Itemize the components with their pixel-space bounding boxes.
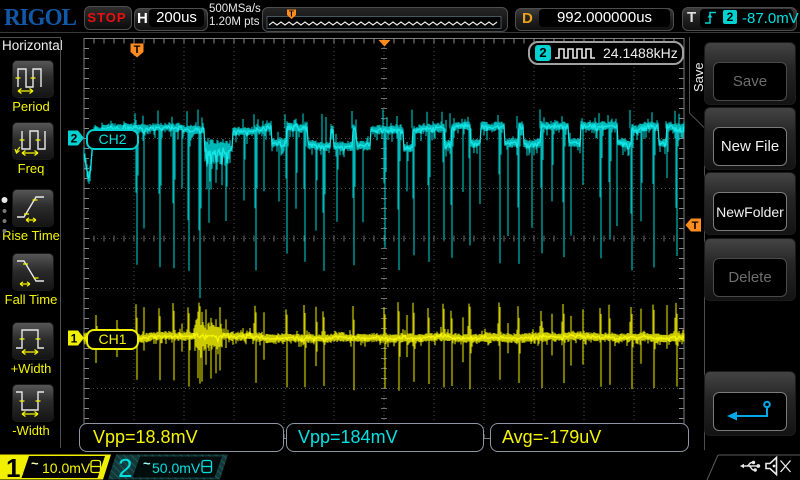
svg-text:10.0mV: 10.0mV bbox=[42, 460, 91, 476]
svg-text:50.0mV: 50.0mV bbox=[152, 460, 201, 476]
svg-text:~: ~ bbox=[31, 456, 39, 471]
svg-text:T: T bbox=[692, 220, 699, 232]
svg-text:T: T bbox=[134, 44, 141, 56]
svg-text:2: 2 bbox=[118, 453, 132, 480]
svg-text:2: 2 bbox=[71, 132, 78, 146]
svg-text:T: T bbox=[289, 10, 294, 19]
svg-text:~: ~ bbox=[143, 456, 151, 471]
svg-text:1: 1 bbox=[6, 453, 20, 480]
svg-text:1: 1 bbox=[71, 332, 78, 346]
